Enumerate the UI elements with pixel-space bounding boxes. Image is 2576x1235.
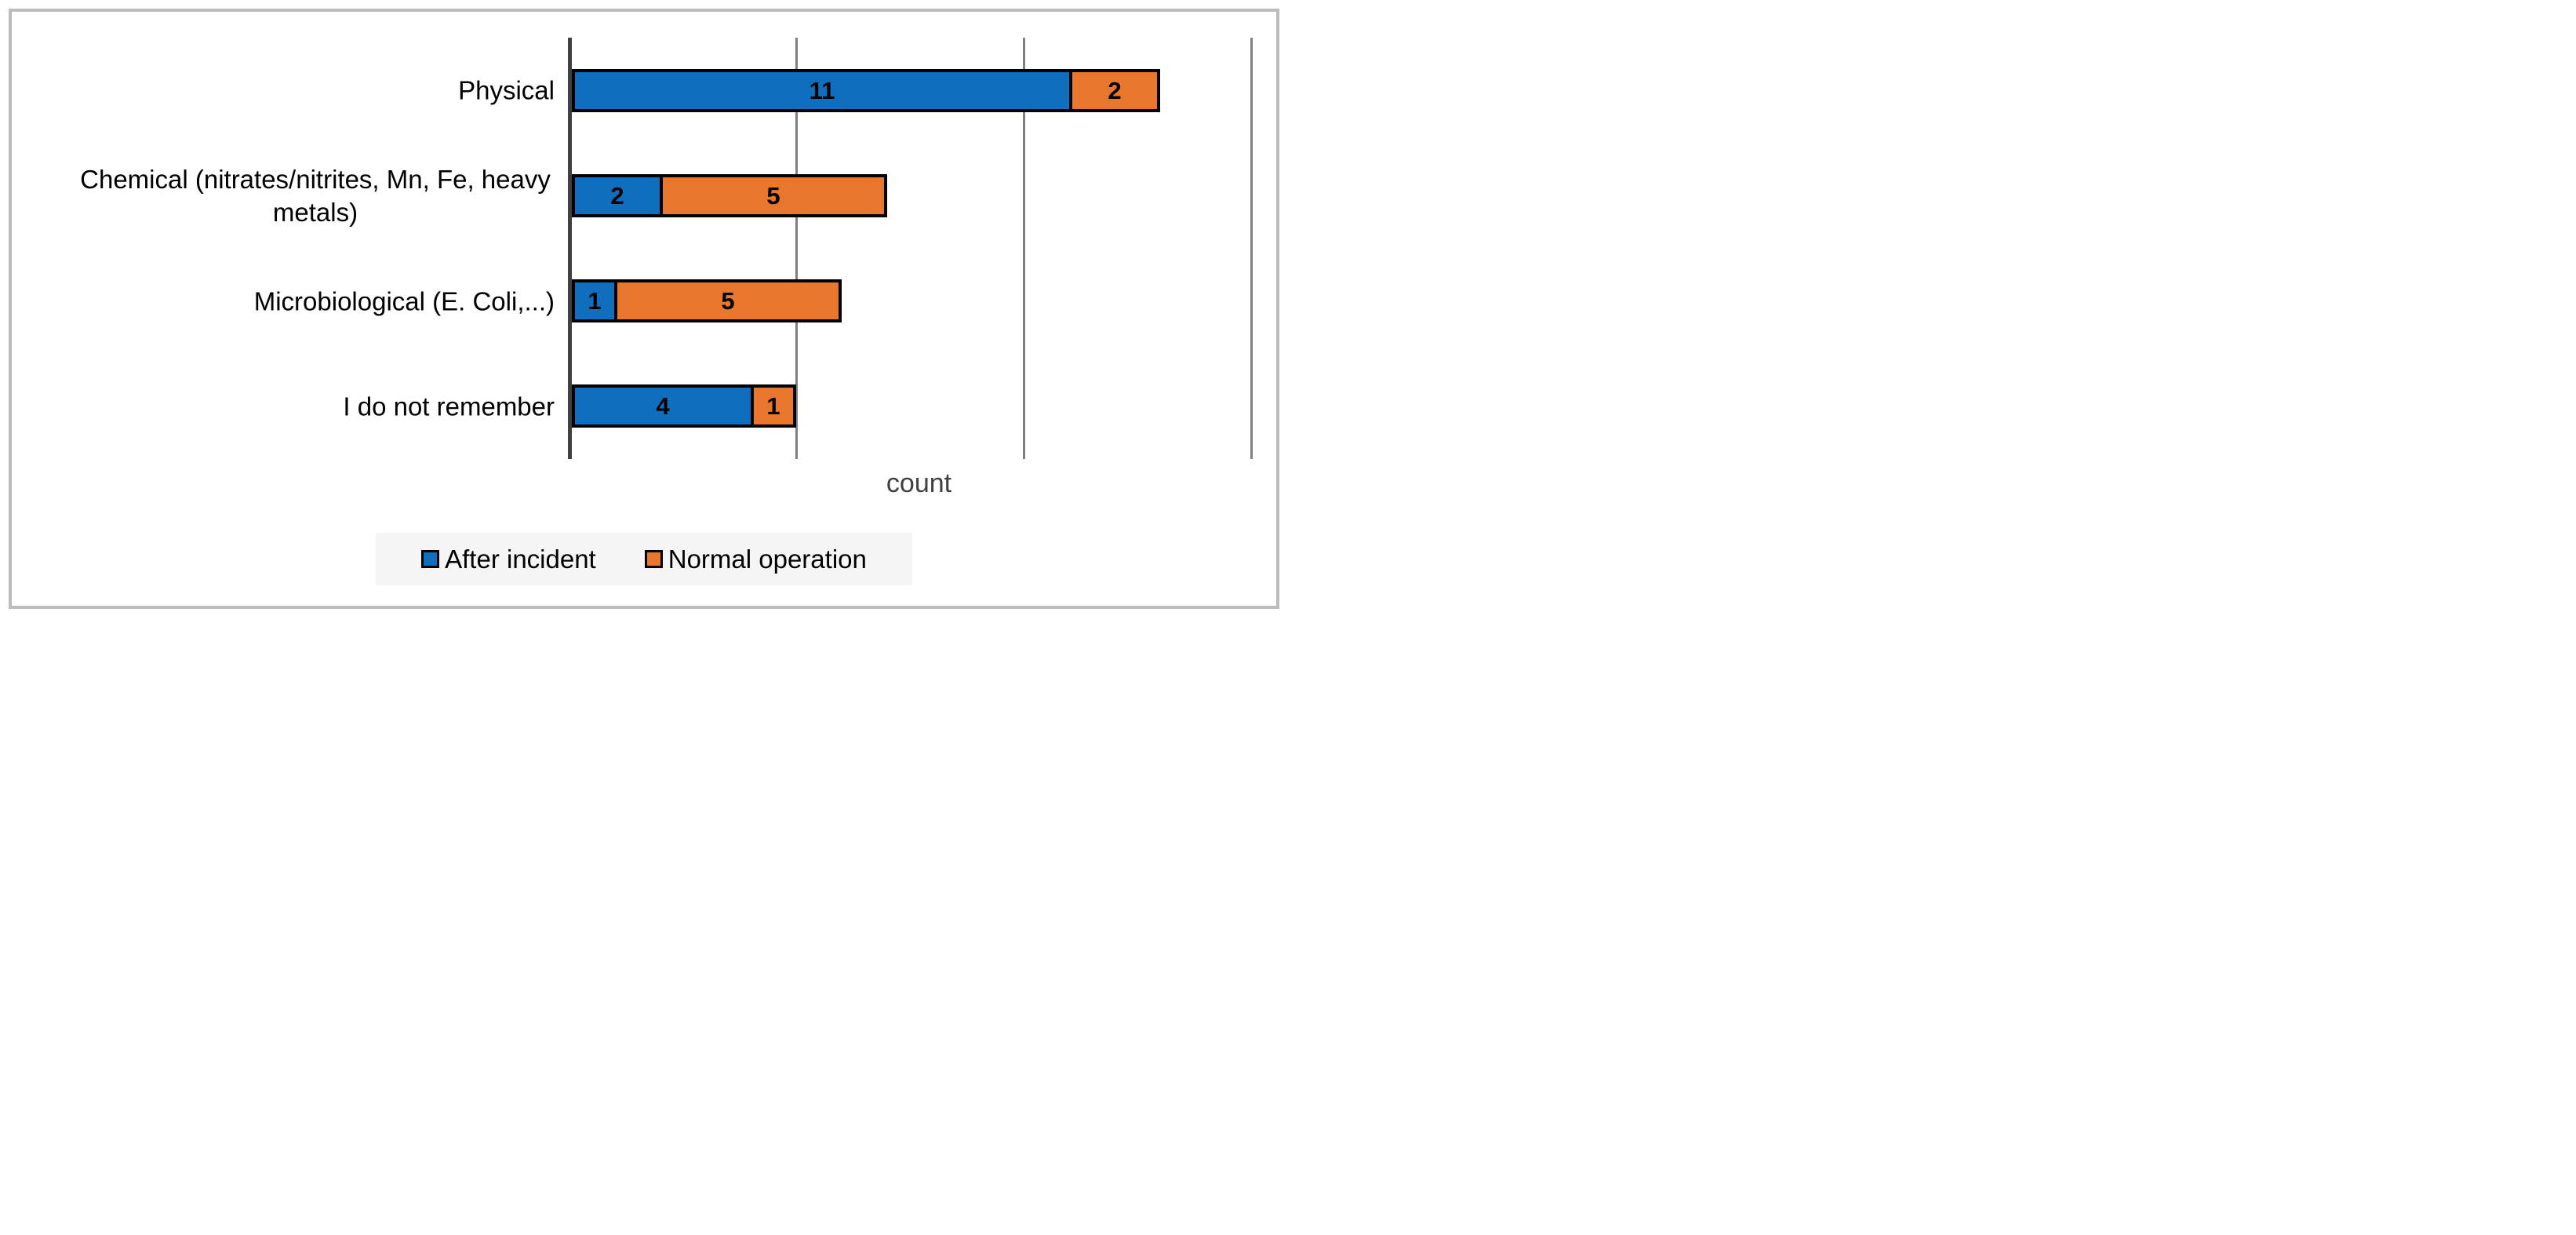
category-label: Chemical (nitrates/nitrites, Mn, Fe, hea… [80,165,551,227]
figure-frame: 11 2 2 5 1 5 4 1 count After incident Normal ope… [9,9,1279,609]
gridline [795,38,798,459]
legend: After incident Normal operation [12,533,1276,585]
x-axis-label: count [886,468,952,498]
legend-item-label: After incident [445,545,596,574]
bar-segment-normal-operation: 2 [1069,68,1160,112]
bar-value-label: 5 [721,287,735,315]
legend-item-normal-operation: Normal operation [644,545,867,574]
gridline [1250,38,1253,459]
bar-segment-normal-operation: 5 [660,173,887,217]
bar-value-label: 1 [766,392,780,421]
legend-box: After incident Normal operation [376,533,912,585]
bar-value-label: 1 [588,287,602,315]
bar-value-label: 2 [1108,76,1122,104]
bar-value-label: 5 [766,181,780,209]
chart-page: 11 2 2 5 1 5 4 1 count After incident Normal ope… [0,0,1288,618]
bar-segment-normal-operation: 1 [751,384,796,428]
category-label: I do not remember [343,392,555,421]
bar-segment-after-incident: 2 [572,173,663,217]
legend-swatch-after-incident [421,550,440,568]
legend-swatch-normal-operation [644,550,663,568]
bar-segment-normal-operation: 5 [614,279,842,323]
bar-row: 11 2 [572,68,1160,112]
gridline [1023,38,1025,459]
bar-segment-after-incident: 11 [572,68,1072,112]
plot-area: 11 2 2 5 1 5 4 1 [568,38,1270,459]
legend-item-after-incident: After incident [421,546,596,572]
category-label: Microbiological (E. Coli,...) [253,286,555,315]
y-axis-line [568,38,572,459]
bar-segment-after-incident: 1 [572,279,617,323]
legend-item-label: Normal operation [668,545,867,574]
bar-value-label: 4 [656,392,670,421]
bar-value-label: 2 [610,181,624,209]
bar-segment-after-incident: 4 [572,384,754,428]
bar-value-label: 11 [809,76,835,104]
category-label: Physical [458,75,555,105]
